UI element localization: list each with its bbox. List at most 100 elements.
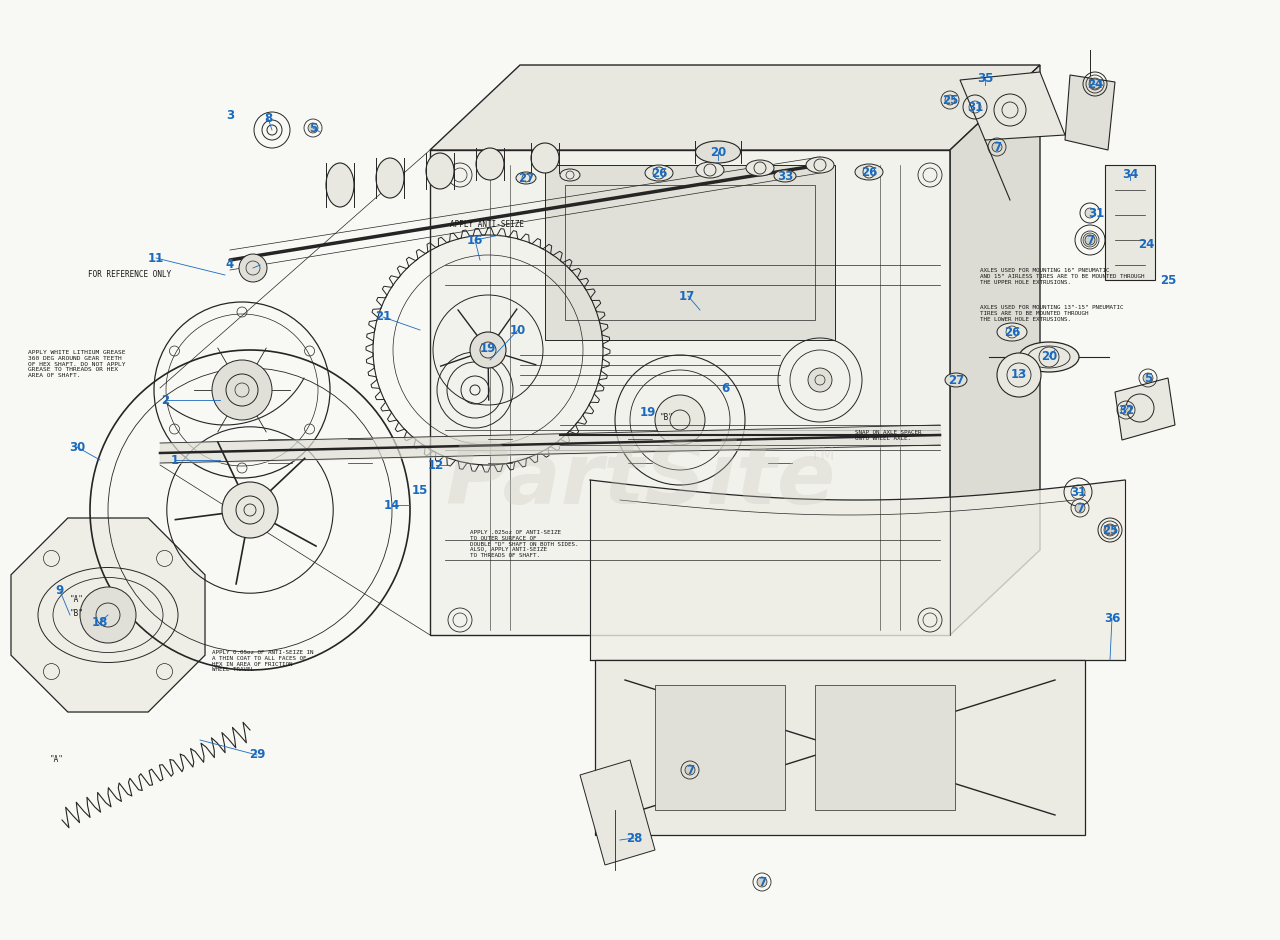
- Text: 17: 17: [678, 290, 695, 303]
- Ellipse shape: [696, 162, 724, 178]
- Circle shape: [239, 254, 268, 282]
- Text: 16: 16: [467, 233, 483, 246]
- Text: 7: 7: [758, 875, 765, 888]
- Circle shape: [685, 765, 695, 775]
- Polygon shape: [12, 518, 205, 712]
- Circle shape: [992, 142, 1002, 152]
- Text: 7: 7: [993, 140, 1001, 153]
- Text: 14: 14: [384, 498, 401, 511]
- Text: 12: 12: [428, 459, 444, 472]
- Text: 29: 29: [248, 748, 265, 761]
- Text: 25: 25: [1102, 524, 1119, 537]
- Text: 11: 11: [148, 252, 164, 264]
- Circle shape: [1085, 235, 1094, 245]
- Text: APPLY 0.05oz OF ANTI-SEIZE IN
A THIN COAT TO ALL FACES OF
HEX IN AREA OF FRICTIO: APPLY 0.05oz OF ANTI-SEIZE IN A THIN COA…: [212, 650, 314, 672]
- Text: 8: 8: [264, 112, 273, 124]
- Circle shape: [1089, 78, 1101, 90]
- Polygon shape: [430, 150, 950, 635]
- Circle shape: [756, 877, 767, 887]
- Text: 20: 20: [1041, 351, 1057, 364]
- Ellipse shape: [531, 143, 559, 173]
- Text: FOR REFERENCE ONLY: FOR REFERENCE ONLY: [88, 270, 172, 279]
- Circle shape: [1105, 525, 1115, 535]
- Polygon shape: [1115, 378, 1175, 440]
- Polygon shape: [595, 660, 1085, 835]
- Ellipse shape: [561, 169, 580, 181]
- Ellipse shape: [806, 157, 835, 173]
- Circle shape: [212, 360, 273, 420]
- Text: 33: 33: [777, 169, 794, 182]
- Ellipse shape: [997, 323, 1027, 341]
- Text: APPLY ANTI-SEIZE: APPLY ANTI-SEIZE: [451, 220, 524, 229]
- Text: 3: 3: [227, 108, 234, 121]
- Text: PartSite: PartSite: [445, 438, 835, 522]
- Text: 13: 13: [1011, 368, 1027, 382]
- Text: 7: 7: [1085, 233, 1094, 246]
- Text: TM: TM: [810, 446, 835, 464]
- Circle shape: [808, 368, 832, 392]
- Text: AXLES USED FOR MOUNTING 13"-15" PNEUMATIC
TIRES ARE TO BE MOUNTED THROUGH
THE LO: AXLES USED FOR MOUNTING 13"-15" PNEUMATI…: [980, 305, 1124, 321]
- Text: 6: 6: [721, 382, 730, 395]
- Polygon shape: [430, 65, 1039, 150]
- Text: AXLES USED FOR MOUNTING 16" PNEUMATIC
AND 15" AIRLESS TIRES ARE TO BE MOUNTED TH: AXLES USED FOR MOUNTING 16" PNEUMATIC AN…: [980, 268, 1144, 285]
- Polygon shape: [1065, 75, 1115, 150]
- Circle shape: [79, 587, 136, 643]
- Circle shape: [470, 332, 506, 368]
- Polygon shape: [1105, 165, 1155, 280]
- Text: 26: 26: [650, 166, 667, 180]
- Text: 4: 4: [225, 258, 234, 272]
- Ellipse shape: [774, 170, 796, 182]
- Text: 9: 9: [56, 585, 64, 598]
- Circle shape: [308, 123, 317, 133]
- Text: 1: 1: [172, 453, 179, 466]
- Polygon shape: [815, 685, 955, 810]
- Text: 5: 5: [1144, 371, 1152, 384]
- Ellipse shape: [426, 153, 454, 189]
- Text: "B": "B": [660, 413, 673, 422]
- Ellipse shape: [326, 163, 355, 207]
- Text: "A": "A": [70, 595, 84, 604]
- Ellipse shape: [376, 158, 404, 198]
- Text: 19: 19: [640, 406, 657, 419]
- Circle shape: [997, 353, 1041, 397]
- Text: 36: 36: [1103, 612, 1120, 624]
- Circle shape: [945, 95, 955, 105]
- Text: 20: 20: [710, 146, 726, 159]
- Text: 21: 21: [375, 310, 392, 323]
- Circle shape: [1083, 233, 1097, 247]
- Ellipse shape: [1019, 342, 1079, 372]
- Text: 24: 24: [1138, 238, 1155, 250]
- Text: 7: 7: [1076, 502, 1084, 514]
- Ellipse shape: [855, 164, 883, 180]
- Ellipse shape: [645, 165, 673, 181]
- Circle shape: [655, 395, 705, 445]
- Polygon shape: [545, 165, 835, 340]
- Circle shape: [1121, 405, 1132, 415]
- Text: 34: 34: [1121, 167, 1138, 180]
- Text: 28: 28: [626, 832, 643, 844]
- Circle shape: [221, 482, 278, 538]
- Ellipse shape: [695, 141, 741, 163]
- Text: 26: 26: [861, 165, 877, 179]
- Text: 25: 25: [942, 93, 959, 106]
- Text: 24: 24: [1087, 77, 1103, 90]
- Polygon shape: [580, 760, 655, 865]
- Circle shape: [1075, 503, 1085, 513]
- Text: APPLY WHITE LITHIUM GREASE
360 DEG AROUND GEAR TEETH
OF HEX SHAFT. DO NOT APPLY
: APPLY WHITE LITHIUM GREASE 360 DEG AROUN…: [28, 350, 125, 378]
- Text: 31: 31: [1088, 207, 1105, 220]
- Text: 10: 10: [509, 323, 526, 337]
- Polygon shape: [950, 65, 1039, 635]
- Text: APPLY .025oz OF ANTI-SEIZE
TO OUTER SURFACE OF
DOUBLE "D" SHAFT ON BOTH SIDES.
A: APPLY .025oz OF ANTI-SEIZE TO OUTER SURF…: [470, 530, 579, 558]
- Text: 27: 27: [518, 171, 534, 184]
- Text: 5: 5: [308, 121, 317, 134]
- Text: 32: 32: [1117, 403, 1134, 416]
- Text: 26: 26: [1004, 325, 1020, 338]
- Circle shape: [1091, 79, 1100, 89]
- Text: SNAP ON AXLE SPACER
ONTO WHEEL AXLE.: SNAP ON AXLE SPACER ONTO WHEEL AXLE.: [855, 430, 922, 441]
- Circle shape: [1085, 208, 1094, 218]
- Polygon shape: [655, 685, 785, 810]
- Ellipse shape: [746, 160, 774, 176]
- Text: 31: 31: [1070, 485, 1087, 498]
- Ellipse shape: [476, 148, 504, 180]
- Text: 35: 35: [977, 71, 993, 85]
